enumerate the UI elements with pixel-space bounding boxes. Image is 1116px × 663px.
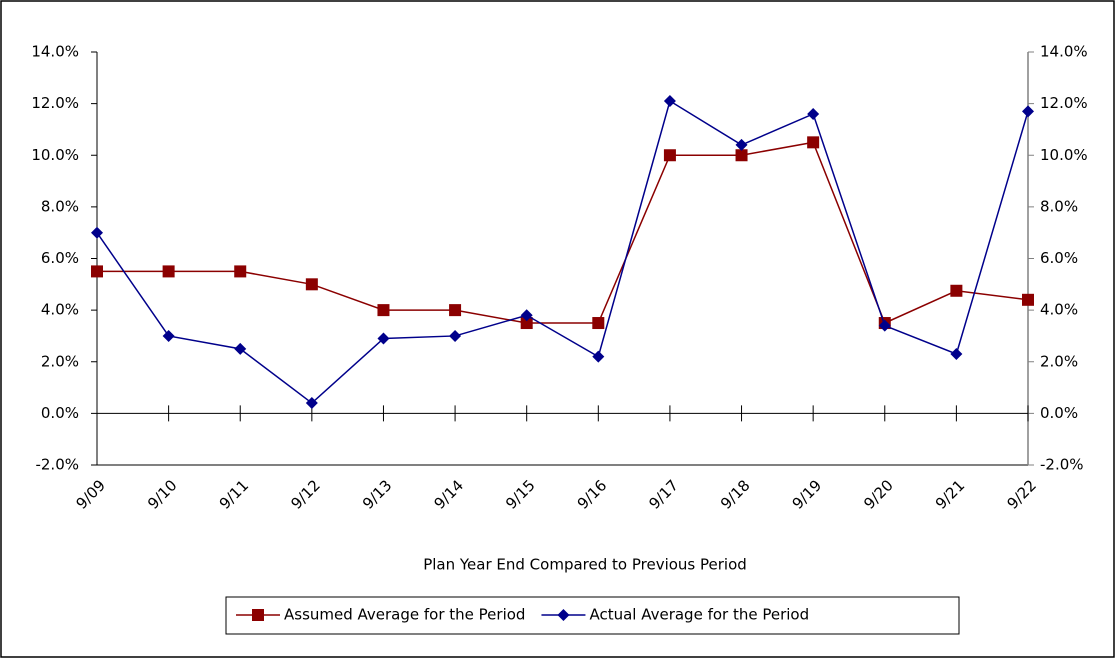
data-point [234, 342, 247, 355]
legend-box [225, 596, 960, 635]
legend-label: Assumed Average for the Period [284, 606, 525, 624]
y-tick-label: 4.0% [41, 301, 79, 319]
data-point [234, 265, 247, 278]
y2-tick-label: 6.0% [1040, 249, 1078, 267]
y-tick-label: 14.0% [31, 43, 79, 61]
y2-tick-label: 0.0% [1040, 404, 1078, 422]
data-point [377, 304, 390, 317]
data-point [807, 107, 820, 120]
data-point [449, 329, 462, 342]
data-point [91, 226, 103, 239]
y2-tick-label: 14.0% [1040, 43, 1088, 61]
data-point [950, 348, 963, 361]
data-point [735, 149, 748, 162]
legend-marker [557, 609, 570, 621]
data-point [449, 304, 462, 317]
data-point [162, 329, 175, 342]
y-tick-label: 10.0% [31, 146, 79, 164]
data-point [807, 136, 820, 149]
data-point [592, 350, 605, 363]
data-point [520, 309, 533, 322]
legend-label: Actual Average for the Period [589, 606, 809, 624]
data-point [950, 284, 963, 297]
y-tick-label: 8.0% [41, 197, 79, 215]
data-point [592, 317, 605, 330]
y2-tick-label: 2.0% [1040, 352, 1078, 370]
y2-tick-label: -2.0% [1040, 456, 1084, 474]
y-tick-label: 6.0% [41, 249, 79, 267]
data-point [663, 149, 676, 162]
data-point [520, 317, 533, 330]
y2-tick-label: 4.0% [1040, 301, 1078, 319]
y2-tick-label: 12.0% [1040, 94, 1088, 112]
y-tick-label: 2.0% [41, 352, 79, 370]
data-point [1022, 293, 1034, 306]
data-point [162, 265, 175, 278]
y-tick-label: 12.0% [31, 94, 79, 112]
data-point [377, 332, 390, 345]
data-point [305, 397, 318, 410]
series-line [97, 141, 1029, 325]
y2-tick-label: 10.0% [1040, 146, 1088, 164]
data-point [878, 319, 891, 332]
y-tick-label: -2.0% [35, 456, 79, 474]
data-point [1022, 105, 1034, 118]
series-line [96, 99, 1029, 405]
x-axis-title: Plan Year End Compared to Previous Perio… [423, 556, 747, 574]
y-tick-label: 0.0% [41, 404, 79, 422]
data-point [305, 278, 318, 291]
data-point [663, 95, 676, 108]
data-point [91, 265, 103, 278]
data-point [735, 138, 748, 151]
legend-marker [252, 609, 264, 621]
y2-tick-label: 8.0% [1040, 197, 1078, 215]
